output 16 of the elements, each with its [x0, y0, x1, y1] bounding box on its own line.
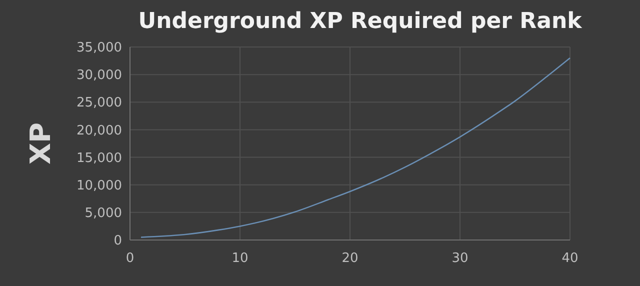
y-tick-label: 5,000 — [84, 206, 122, 221]
x-tick-label: 30 — [452, 251, 468, 266]
x-tick-label: 10 — [232, 251, 248, 266]
y-tick-label: 25,000 — [76, 96, 122, 111]
chart-title: Underground XP Required per Rank — [138, 9, 584, 34]
line-series — [140, 57, 571, 238]
x-tick-label: 40 — [562, 251, 578, 266]
x-tick-label: 0 — [126, 251, 134, 266]
x-tick-label: 20 — [342, 251, 358, 266]
y-tick-label: 30,000 — [76, 68, 122, 84]
y-axis-title: XP — [24, 122, 57, 165]
y-tick-label: 15,000 — [76, 150, 122, 166]
y-tick-label: 0 — [114, 234, 122, 249]
y-tick-label: 35,000 — [76, 40, 122, 56]
y-tick-label: 10,000 — [76, 178, 122, 194]
y-tick-label: 20,000 — [76, 123, 122, 138]
